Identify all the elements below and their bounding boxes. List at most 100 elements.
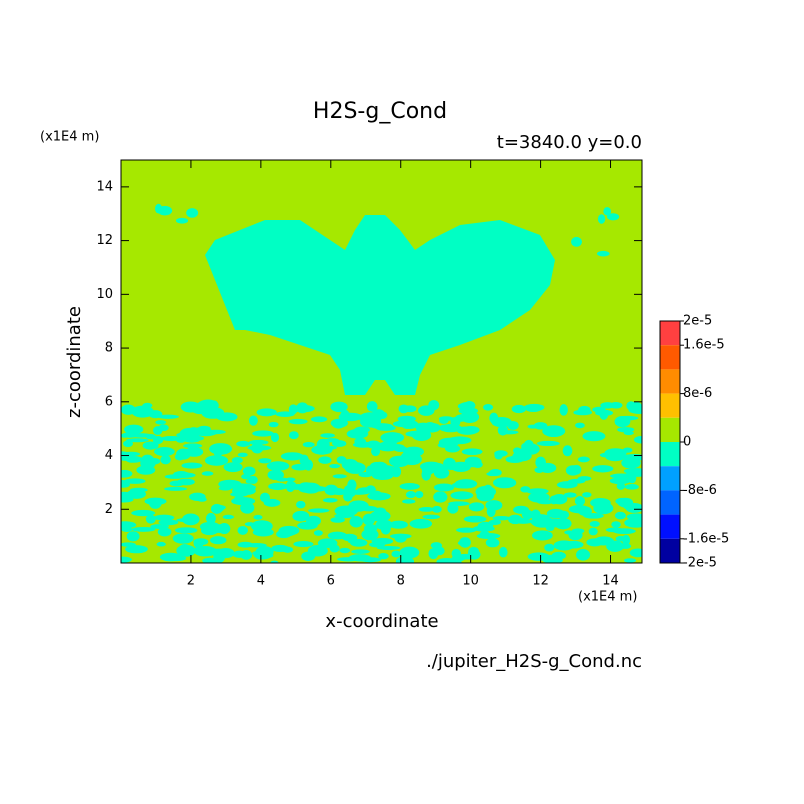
contour-region <box>194 429 217 437</box>
contour-region <box>378 522 392 529</box>
contour-region <box>488 519 501 526</box>
contour-region <box>145 514 156 524</box>
x-tick-label: 12 <box>532 574 549 589</box>
contour-region <box>122 431 139 438</box>
contour-region <box>124 424 144 435</box>
contour-region <box>330 516 346 523</box>
contour-region <box>447 503 459 514</box>
contour-region <box>153 514 175 521</box>
contour-region <box>280 452 304 461</box>
contour-region <box>614 415 631 428</box>
contour-region <box>439 417 449 424</box>
contour-region <box>218 479 242 489</box>
contour-region <box>433 491 448 503</box>
contour-region <box>288 418 308 425</box>
y-tick-label: 12 <box>96 233 113 248</box>
contour-region <box>472 461 483 468</box>
contour-region <box>623 558 637 563</box>
contour-region <box>433 467 450 479</box>
contour-region <box>131 509 156 517</box>
contour-region <box>524 403 545 412</box>
contour-region <box>626 513 642 521</box>
colorbar-band <box>660 321 680 346</box>
contour-region <box>366 401 378 412</box>
contour-region <box>285 477 296 482</box>
contour-region <box>332 440 347 448</box>
contour-region <box>623 503 639 511</box>
contour-region <box>156 541 166 547</box>
contour-region <box>244 522 255 527</box>
contour-region <box>622 447 633 453</box>
contour-region <box>336 456 347 464</box>
contour-region <box>268 482 288 491</box>
chart-title: H2S-g_Cond <box>313 99 447 124</box>
contour-region <box>349 516 363 528</box>
contour-region <box>164 486 188 491</box>
contour-region <box>182 513 200 526</box>
contour-region <box>205 512 216 525</box>
contour-region <box>528 491 550 503</box>
contour-region <box>588 527 598 536</box>
contour-region <box>508 514 523 525</box>
contour-region <box>210 400 219 411</box>
contour-region <box>402 499 416 504</box>
contour-region <box>157 527 172 537</box>
contour-region <box>193 539 204 549</box>
contour-region <box>258 458 272 464</box>
colorbar-band <box>660 514 680 539</box>
contour-region <box>121 469 133 478</box>
contour-region <box>421 468 431 481</box>
contour-region <box>610 473 634 479</box>
contour-region <box>389 520 408 529</box>
colorbar-label: -1.6e-5 <box>683 531 729 546</box>
contour-region <box>398 404 409 414</box>
contour-region <box>324 484 339 496</box>
contour-region <box>121 496 134 503</box>
colorbar-band <box>660 417 680 442</box>
contour-region <box>633 436 642 444</box>
contour-region <box>616 482 626 490</box>
contour-region <box>439 424 448 431</box>
contour-region <box>344 462 366 474</box>
contour-region <box>332 474 347 479</box>
y-axis-label: z-coordinate <box>64 306 85 418</box>
contour-region <box>329 544 340 553</box>
contour-region <box>629 401 642 412</box>
contour-region <box>245 478 255 484</box>
contour-region <box>603 207 612 216</box>
colorbar-label: 8e-6 <box>683 386 712 401</box>
contour-region <box>399 483 420 490</box>
contour-region <box>252 528 274 537</box>
contour-region <box>416 422 431 429</box>
contour-region <box>492 515 511 521</box>
contour-region <box>236 440 251 447</box>
contour-region <box>301 551 316 562</box>
contour-region <box>432 505 442 513</box>
contour-region <box>253 514 263 520</box>
contour-region <box>567 478 586 484</box>
x-tick-label: 4 <box>257 574 265 589</box>
contour-region <box>288 431 299 440</box>
contour-region <box>578 405 591 414</box>
contour-region <box>173 471 190 479</box>
contour-region <box>544 543 555 552</box>
colorbar-band <box>660 442 680 467</box>
contour-region <box>420 461 443 472</box>
contour-region <box>418 507 435 512</box>
contour-region <box>542 425 566 438</box>
contour-region <box>270 560 279 563</box>
contour-region <box>629 548 642 558</box>
y-tick-label: 4 <box>105 448 113 463</box>
contour-region <box>166 555 187 562</box>
y-unit: (x1E4 m) <box>40 130 99 145</box>
contour-region <box>296 500 306 509</box>
contour-region <box>489 469 502 477</box>
contour-region <box>212 504 225 512</box>
contour-region <box>340 409 350 422</box>
contour-region <box>456 527 477 533</box>
contour-region <box>592 465 614 473</box>
contour-region <box>379 470 399 476</box>
contour-region <box>152 436 164 445</box>
contour-region <box>247 445 272 451</box>
contour-region <box>339 547 351 554</box>
